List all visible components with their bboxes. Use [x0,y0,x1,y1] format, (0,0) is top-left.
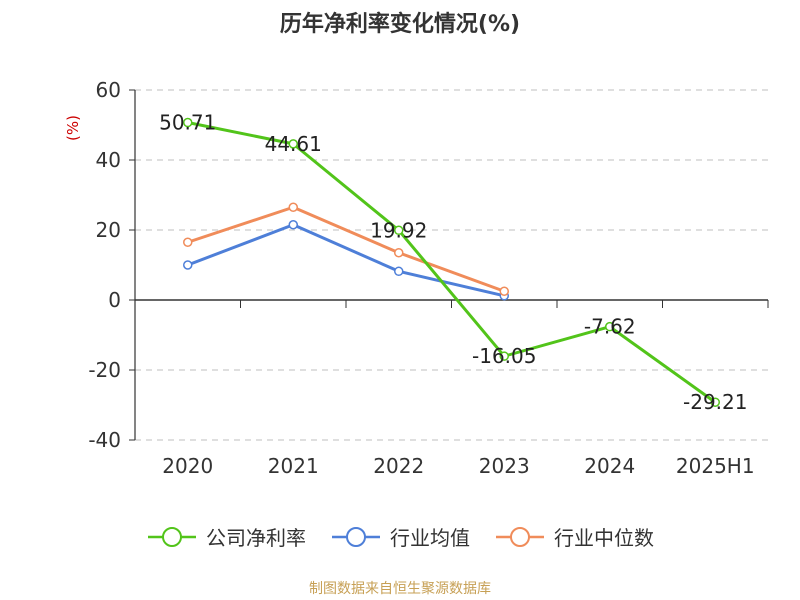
legend-line-marker-icon [496,526,544,547]
data-point [394,266,404,277]
legend: 公司净利率 行业均值 行业中位数 [0,522,800,551]
x-tick-label: 2025H1 [676,454,755,478]
data-point [499,351,509,361]
y-tick-label: 40 [96,148,121,172]
data-label: -16.05 [472,344,536,368]
data-point [183,117,193,128]
data-label: 50.71 [159,111,216,135]
line-chart: 60 40 20 0 -20 -40 (%) 2020 2021 2022 2023 2024 2025… [64,78,769,478]
series-line [187,121,717,404]
data-point [288,202,298,212]
y-tick-label: -20 [88,358,121,382]
y-tick-label: 0 [108,288,121,312]
y-tick-label: 20 [96,218,121,242]
data-label: -7.62 [584,315,636,339]
legend-item[interactable]: 公司净利率 [146,522,306,551]
source-footer: 制图数据来自恒生聚源数据库 [309,581,491,597]
x-tick-label: 2021 [268,454,319,478]
data-point [183,237,193,247]
legend-item[interactable]: 行业中位数 [494,522,654,551]
legend-line-marker-icon [332,526,380,547]
x-tick-label: 2024 [584,454,635,478]
series-line [187,223,505,298]
data-point [183,260,193,270]
legend-label: 行业均值 [390,526,470,550]
data-point [394,225,404,236]
x-tick-label: 2022 [373,454,424,478]
x-tick-label: 2023 [479,454,530,478]
legend-label: 公司净利率 [206,526,306,550]
data-label: 19.92 [370,218,427,242]
data-point [499,286,509,296]
y-tick-label: 60 [96,78,121,102]
data-label: -29.21 [683,390,747,414]
legend-line-marker-icon [148,526,196,547]
data-point [394,248,404,258]
data-point [288,220,298,230]
series-line [187,205,505,293]
legend-label: 行业中位数 [554,526,654,550]
data-point [710,397,720,407]
y-tick-label: -40 [88,428,121,452]
y-axis-label: (%) [64,115,82,141]
data-point [605,321,615,332]
data-point [288,139,298,149]
x-tick-label: 2020 [162,454,213,478]
legend-item[interactable]: 行业均值 [330,522,470,551]
data-label: 44.61 [265,132,322,156]
chart-title: 历年净利率变化情况(%) [279,12,521,37]
